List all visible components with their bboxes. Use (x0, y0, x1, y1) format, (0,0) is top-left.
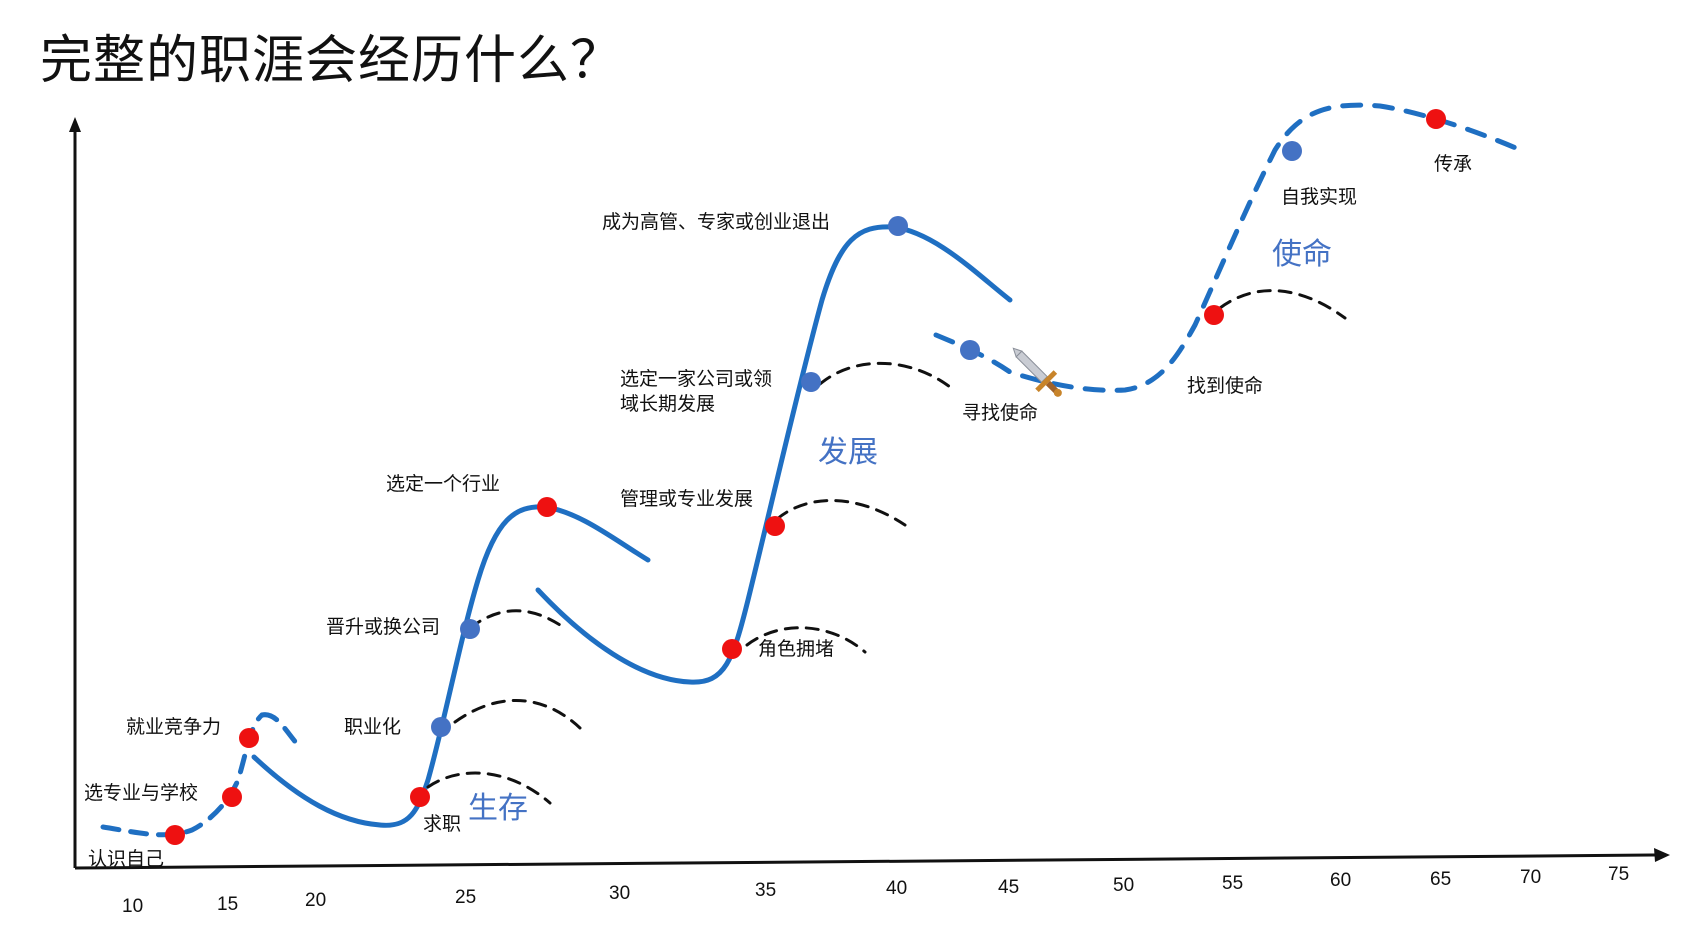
side-arc (1218, 289, 1347, 320)
side-arc (775, 498, 907, 527)
milestone-dot-role-congestion (722, 639, 742, 659)
label-find-mission: 找到使命 (1187, 375, 1263, 397)
milestone-dot-seek-mission (960, 340, 980, 360)
label-promotion: 晋升或换公司 (326, 616, 440, 638)
label-executive: 成为高管、专家或创业退出 (602, 211, 830, 233)
x-axis (74, 853, 1659, 870)
milestone-dot-know-self (165, 825, 185, 845)
x-tick: 30 (609, 883, 630, 904)
milestone-dot-choose-company (801, 372, 821, 392)
side-arc (453, 698, 582, 730)
x-tick: 15 (217, 894, 238, 915)
curve-segment-mission (933, 102, 1528, 393)
x-tick: 55 (1222, 873, 1243, 894)
label-self-realization: 自我实现 (1281, 186, 1357, 208)
label-legacy: 传承 (1434, 153, 1472, 175)
label-choose-industry: 选定一个行业 (386, 473, 500, 495)
milestone-labels: 认识自己 选专业与学校 就业竞争力 求职 职业化 晋升或换公司 选定一个行业 角… (84, 153, 1472, 870)
stage-mission: 使命 (1272, 237, 1332, 272)
milestone-dots (165, 109, 1446, 845)
page-title: 完整的职涯会经历什么？ (40, 31, 624, 91)
curve-segment-early-tail (259, 712, 301, 748)
milestone-dot-find-mission (1204, 305, 1224, 325)
axes (69, 117, 1670, 870)
milestone-dot-job-hunt (410, 787, 430, 807)
milestone-dot-executive (888, 216, 908, 236)
milestone-dot-promotion (460, 619, 480, 639)
y-axis-arrow-icon (69, 117, 81, 132)
milestone-dot-legacy (1426, 109, 1446, 129)
milestone-dot-mgmt-or-expert (765, 516, 785, 536)
label-job-hunt: 求职 (423, 813, 461, 835)
x-tick: 70 (1520, 867, 1541, 888)
side-arc (818, 361, 952, 389)
side-arc (745, 626, 867, 654)
curve-segment-development (535, 224, 1013, 685)
stage-development: 发展 (818, 435, 878, 470)
label-seek-mission: 寻找使命 (962, 402, 1038, 424)
milestone-dot-competitiveness (239, 728, 259, 748)
milestone-dot-choose-major (222, 787, 242, 807)
milestone-dot-self-realization (1282, 141, 1302, 161)
x-tick: 25 (455, 887, 476, 908)
x-tick: 40 (886, 878, 907, 899)
x-tick: 60 (1330, 870, 1351, 891)
label-choose-company-line1: 选定一家公司或领 (620, 368, 772, 390)
x-tick: 65 (1430, 869, 1451, 890)
x-tick-labels: 10 15 20 25 30 35 40 45 50 55 60 65 70 7… (122, 864, 1629, 917)
x-axis-arrow-icon (1654, 848, 1670, 862)
label-know-self: 认识自己 (88, 848, 164, 870)
label-mgmt-or-expert: 管理或专业发展 (620, 488, 753, 510)
label-choose-major: 选专业与学校 (84, 782, 198, 804)
sword-icon (1012, 347, 1062, 397)
stage-labels: 生存 发展 使命 (468, 237, 1332, 826)
side-arc (426, 771, 552, 805)
side-arc (468, 609, 562, 630)
milestone-dot-choose-industry (537, 497, 557, 517)
x-tick: 45 (998, 877, 1019, 898)
x-tick: 20 (305, 890, 326, 911)
x-tick: 10 (122, 896, 143, 917)
x-tick: 50 (1113, 875, 1134, 896)
x-tick: 35 (755, 880, 776, 901)
stage-survival: 生存 (468, 791, 528, 826)
label-role-congestion: 角色拥堵 (758, 638, 834, 660)
side-arcs (426, 289, 1347, 805)
label-choose-company-line2: 域长期发展 (620, 393, 715, 415)
milestone-dot-professionalize (431, 717, 451, 737)
x-tick: 75 (1608, 864, 1629, 885)
label-professionalize: 职业化 (344, 716, 401, 738)
label-competitiveness: 就业竞争力 (126, 716, 221, 738)
